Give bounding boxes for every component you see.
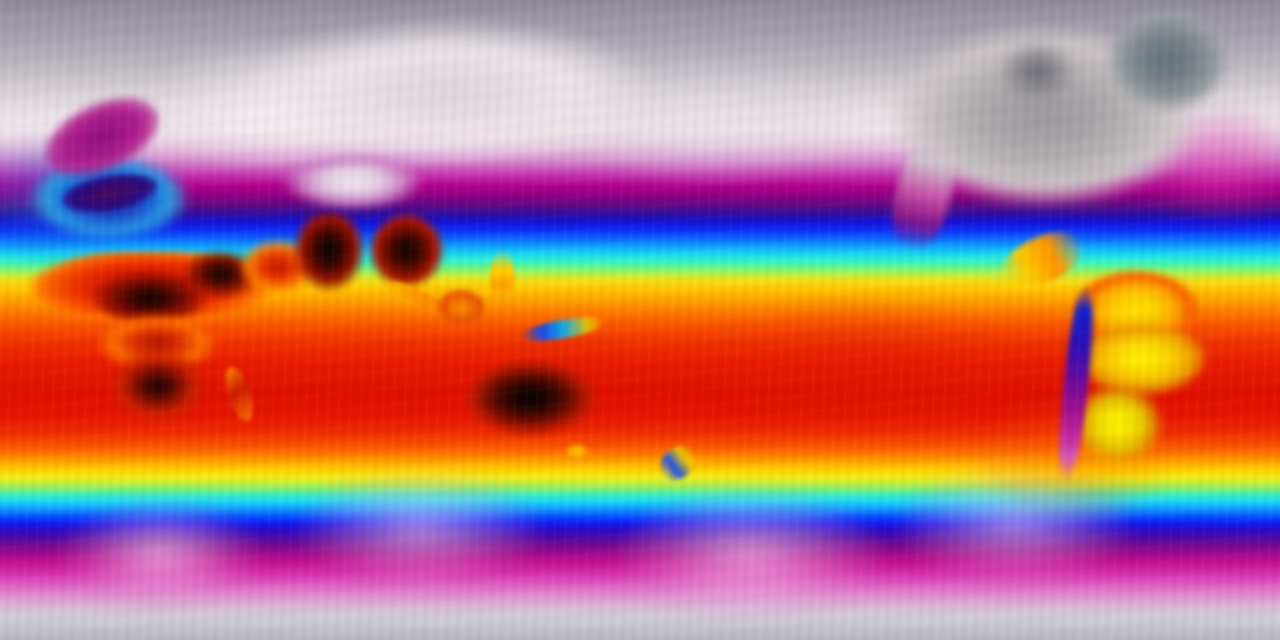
swirl-south-atlantic xyxy=(900,465,1130,585)
region-greenland xyxy=(1100,10,1230,118)
region-southern-south-america xyxy=(1072,386,1170,472)
swirl-equatorial-pacific xyxy=(700,300,1020,420)
region-australia xyxy=(466,360,612,442)
swirl-south-australia xyxy=(300,470,540,590)
region-southern-africa xyxy=(105,350,215,428)
region-borneo xyxy=(438,290,484,324)
swirl-south-pacific xyxy=(620,490,880,620)
swirl-south-indian xyxy=(60,500,260,610)
region-indochina xyxy=(368,212,448,292)
region-indian-subcontinent xyxy=(290,212,368,298)
region-tasmania xyxy=(566,444,588,458)
region-amazon-basin xyxy=(1074,320,1214,400)
region-siberia xyxy=(228,16,668,166)
region-tibetan-plateau xyxy=(278,150,428,212)
region-hudson-bay xyxy=(1000,42,1074,100)
region-philippines xyxy=(490,250,514,302)
